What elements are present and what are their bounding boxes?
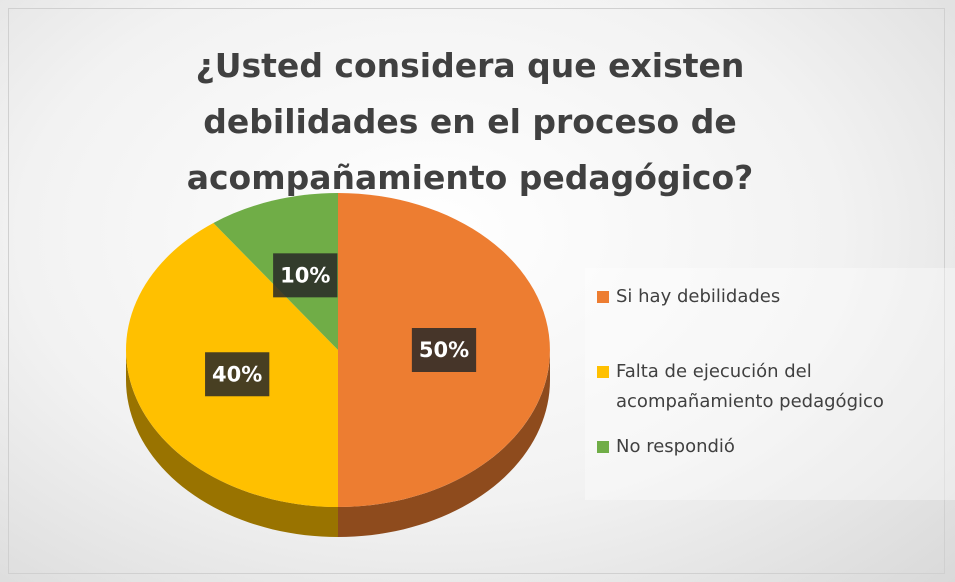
legend-swatch <box>597 366 609 378</box>
data-label-text: 50% <box>419 338 469 362</box>
data-label-text: 40% <box>212 362 262 386</box>
data-label-box <box>273 253 338 298</box>
chart-title: ¿Usted considera que existen debilidades… <box>186 46 754 197</box>
chart-border <box>8 8 945 574</box>
legend-swatch <box>597 441 609 453</box>
slice-side <box>126 350 338 537</box>
legend-item: Si hay debilidades <box>597 282 938 312</box>
legend-label: No respondió <box>616 436 735 457</box>
data-label: 50% <box>411 328 477 372</box>
legend-label: Si hay debilidades <box>616 286 781 307</box>
legend-swatch <box>597 291 609 303</box>
legend-item: No respondió <box>597 432 938 462</box>
slice-side <box>338 350 550 537</box>
legend-label: Falta de ejecución del acompañamiento pe… <box>616 361 884 412</box>
data-label: 10% <box>273 253 338 298</box>
data-label-text: 10% <box>280 263 330 287</box>
data-label: 40% <box>205 352 270 397</box>
data-label-box <box>205 352 270 397</box>
legend <box>585 268 955 500</box>
data-label-box <box>411 328 477 372</box>
legend-item: Falta de ejecución del acompañamiento pe… <box>597 357 938 417</box>
